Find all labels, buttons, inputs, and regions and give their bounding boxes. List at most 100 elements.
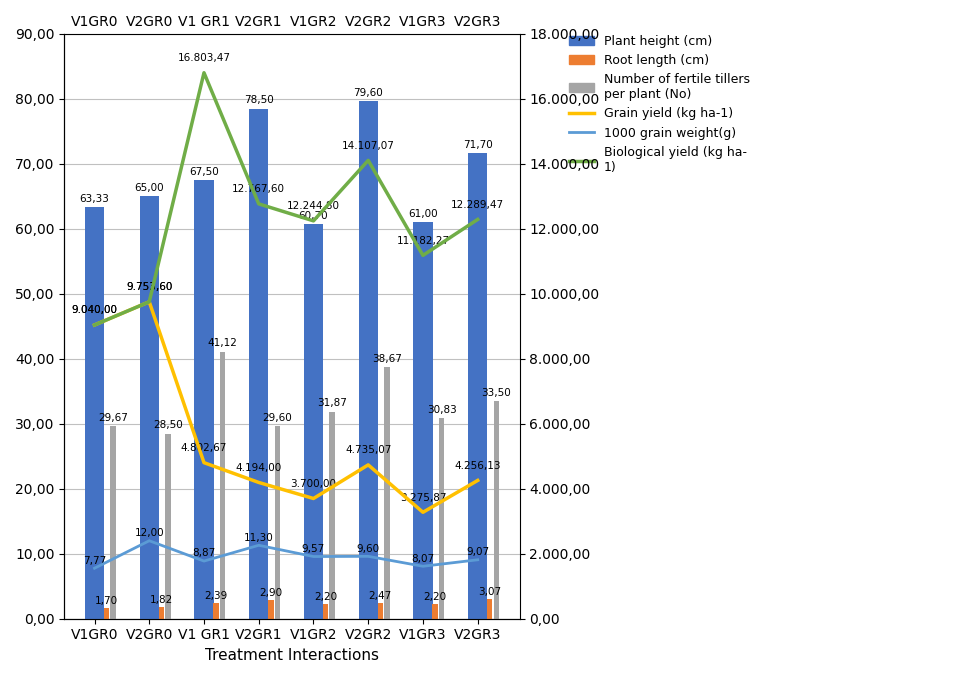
Line: 1000 grain weight(g): 1000 grain weight(g) bbox=[95, 541, 478, 568]
Biological yield (kg ha-
1) bbox=[143, 298, 155, 306]
Grain yield (kg ha-1) bbox=[472, 477, 484, 485]
Text: 9.040,00: 9.040,00 bbox=[72, 305, 117, 315]
Biological yield (kg ha-
1) bbox=[253, 200, 265, 208]
Bar bbox=[165, 433, 171, 619]
Text: 63,33: 63,33 bbox=[79, 194, 109, 204]
Grain yield (kg ha-1) bbox=[253, 479, 265, 487]
Text: 4.256,13: 4.256,13 bbox=[454, 460, 501, 471]
Bar bbox=[493, 401, 499, 619]
Text: 29,60: 29,60 bbox=[263, 413, 293, 423]
Text: 3.275,87: 3.275,87 bbox=[399, 492, 446, 502]
Grain yield (kg ha-1) bbox=[362, 461, 374, 469]
Bar bbox=[323, 604, 328, 619]
Biological yield (kg ha-
1) bbox=[472, 216, 484, 224]
Text: 61,00: 61,00 bbox=[408, 209, 438, 219]
Text: 11,30: 11,30 bbox=[244, 533, 273, 542]
Bar bbox=[304, 224, 323, 619]
Text: 33,50: 33,50 bbox=[482, 388, 512, 398]
Text: 3.700,00: 3.700,00 bbox=[291, 479, 336, 489]
Text: 4.802,67: 4.802,67 bbox=[181, 443, 227, 453]
Bar bbox=[110, 426, 116, 619]
Text: 67,50: 67,50 bbox=[189, 167, 219, 177]
Bar bbox=[274, 426, 280, 619]
Text: 65,00: 65,00 bbox=[135, 183, 164, 193]
Text: 78,50: 78,50 bbox=[244, 96, 273, 105]
Bar bbox=[468, 153, 487, 619]
Text: 9,07: 9,07 bbox=[466, 547, 489, 557]
Bar bbox=[104, 607, 109, 619]
X-axis label: Treatment Interactions: Treatment Interactions bbox=[205, 648, 379, 663]
Text: 16.803,47: 16.803,47 bbox=[177, 53, 231, 63]
Text: 4.735,07: 4.735,07 bbox=[345, 445, 391, 455]
Text: 1,70: 1,70 bbox=[95, 596, 118, 605]
Grain yield (kg ha-1) bbox=[417, 508, 428, 517]
Text: 9,60: 9,60 bbox=[357, 544, 380, 554]
Text: 12.244,80: 12.244,80 bbox=[287, 201, 340, 211]
Text: 3,07: 3,07 bbox=[478, 587, 501, 597]
Bar bbox=[384, 367, 390, 619]
Legend: Plant height (cm), Root length (cm), Number of fertile tillers
per plant (No), G: Plant height (cm), Root length (cm), Num… bbox=[562, 28, 756, 180]
Text: 9,57: 9,57 bbox=[302, 544, 325, 554]
Text: 38,67: 38,67 bbox=[372, 354, 402, 364]
Text: 41,12: 41,12 bbox=[207, 338, 237, 348]
Bar bbox=[432, 604, 438, 619]
Text: 8,07: 8,07 bbox=[412, 554, 434, 563]
Grain yield (kg ha-1) bbox=[308, 494, 320, 502]
Bar bbox=[439, 418, 445, 619]
Text: 2,47: 2,47 bbox=[368, 591, 391, 601]
Text: 9.753,60: 9.753,60 bbox=[126, 282, 172, 292]
Text: 9.040,00: 9.040,00 bbox=[72, 305, 117, 315]
Text: 12,00: 12,00 bbox=[135, 528, 164, 538]
1000 grain weight(g) bbox=[308, 553, 320, 561]
Bar bbox=[195, 180, 213, 619]
Text: 2,90: 2,90 bbox=[260, 588, 282, 598]
Text: 29,67: 29,67 bbox=[98, 413, 128, 422]
Biological yield (kg ha-
1) bbox=[308, 217, 320, 225]
1000 grain weight(g) bbox=[89, 564, 101, 572]
Text: 2,20: 2,20 bbox=[314, 593, 337, 603]
Grain yield (kg ha-1) bbox=[143, 298, 155, 306]
Biological yield (kg ha-
1) bbox=[199, 68, 210, 77]
1000 grain weight(g) bbox=[362, 553, 374, 561]
Bar bbox=[378, 603, 383, 619]
Text: 4.194,00: 4.194,00 bbox=[235, 462, 282, 473]
Text: 71,70: 71,70 bbox=[463, 140, 492, 150]
Bar bbox=[414, 222, 432, 619]
Text: 8,87: 8,87 bbox=[193, 549, 216, 559]
Bar bbox=[220, 351, 226, 619]
Text: 2,20: 2,20 bbox=[423, 593, 447, 603]
Text: 11.182,27: 11.182,27 bbox=[396, 236, 450, 245]
Grain yield (kg ha-1) bbox=[89, 321, 101, 329]
1000 grain weight(g) bbox=[253, 541, 265, 549]
Bar bbox=[159, 607, 164, 619]
Line: Grain yield (kg ha-1): Grain yield (kg ha-1) bbox=[95, 302, 478, 513]
1000 grain weight(g) bbox=[417, 562, 428, 570]
1000 grain weight(g) bbox=[199, 557, 210, 565]
Text: 31,87: 31,87 bbox=[317, 399, 347, 408]
Text: 79,60: 79,60 bbox=[354, 88, 383, 98]
Bar bbox=[140, 197, 159, 619]
Text: 1,82: 1,82 bbox=[149, 595, 172, 605]
Text: 14.107,07: 14.107,07 bbox=[342, 140, 394, 151]
Bar bbox=[359, 102, 378, 619]
Text: 30,83: 30,83 bbox=[426, 405, 456, 415]
Bar bbox=[268, 600, 273, 619]
Bar bbox=[213, 603, 219, 619]
Biological yield (kg ha-
1) bbox=[362, 157, 374, 165]
Text: 12.289,47: 12.289,47 bbox=[452, 199, 504, 210]
Bar bbox=[487, 599, 492, 619]
Bar bbox=[85, 207, 104, 619]
Text: 28,50: 28,50 bbox=[153, 420, 183, 431]
Grain yield (kg ha-1) bbox=[199, 458, 210, 466]
Bar bbox=[249, 108, 268, 619]
Line: Biological yield (kg ha-
1): Biological yield (kg ha- 1) bbox=[95, 73, 478, 325]
Biological yield (kg ha-
1) bbox=[89, 321, 101, 329]
Text: 2,39: 2,39 bbox=[204, 591, 228, 601]
1000 grain weight(g) bbox=[472, 556, 484, 564]
1000 grain weight(g) bbox=[143, 537, 155, 545]
Biological yield (kg ha-
1) bbox=[417, 252, 428, 260]
Text: 9.753,60: 9.753,60 bbox=[126, 282, 172, 292]
Text: 7,77: 7,77 bbox=[83, 556, 107, 565]
Bar bbox=[329, 412, 335, 619]
Text: 12.767,60: 12.767,60 bbox=[233, 184, 285, 194]
